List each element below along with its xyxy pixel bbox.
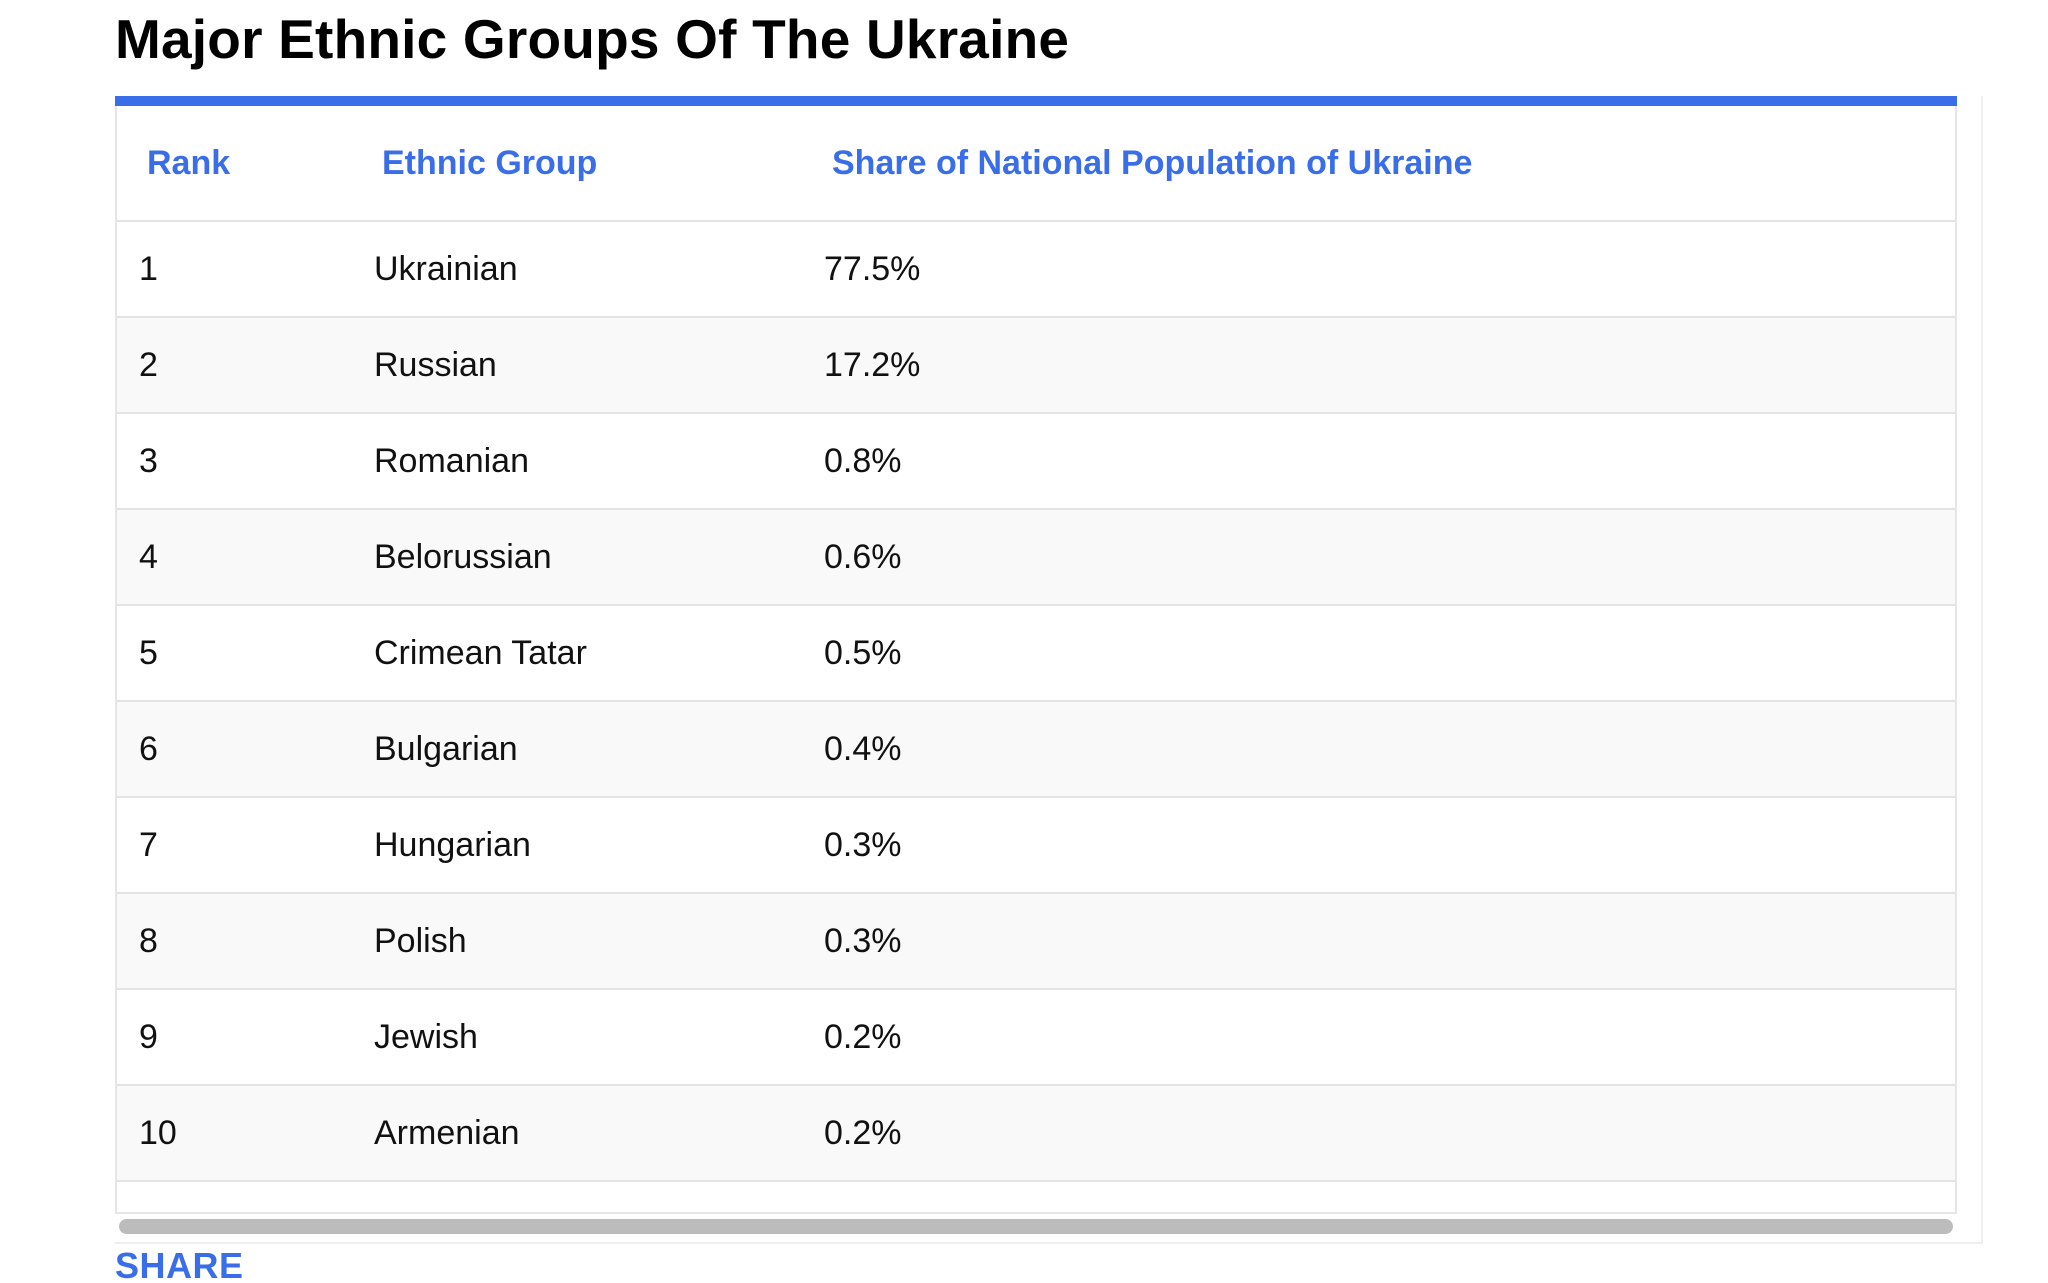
table-accent-bar	[115, 96, 1957, 106]
cell-ethnic-group: Romanian	[352, 413, 802, 510]
cell-share: 0.3%	[802, 797, 1955, 894]
cell-ethnic-group: Russian	[352, 317, 802, 414]
cell-share: 0.3%	[802, 893, 1955, 990]
share-link[interactable]: SHARE	[115, 1245, 244, 1283]
cell-rank: 6	[117, 701, 352, 798]
cell-ethnic-group: Hungarian	[352, 797, 802, 894]
cell-rank: 10	[117, 1085, 352, 1182]
table-row: 1 Ukrainian 77.5%	[117, 221, 1955, 318]
cell-rank: 9	[117, 989, 352, 1086]
cell-ethnic-group: Bulgarian	[352, 701, 802, 798]
horizontal-scrollbar[interactable]	[115, 1214, 1957, 1242]
table-row: 4 Belorussian 0.6%	[117, 509, 1955, 606]
table-header: Rank Ethnic Group Share of National Popu…	[117, 106, 1955, 222]
cell-ethnic-group: Ukrainian	[352, 221, 802, 318]
table-row: 3 Romanian 0.8%	[117, 413, 1955, 510]
table-body: 1 Ukrainian 77.5% 2 Russian 17.2% 3 Roma…	[117, 221, 1955, 1182]
table-row: 2 Russian 17.2%	[117, 317, 1955, 414]
cell-rank: 2	[117, 317, 352, 414]
cell-ethnic-group: Jewish	[352, 989, 802, 1086]
table-row: 10 Armenian 0.2%	[117, 1085, 1955, 1182]
table-row: 8 Polish 0.3%	[117, 893, 1955, 990]
cell-ethnic-group: Crimean Tatar	[352, 605, 802, 702]
cell-ethnic-group: Polish	[352, 893, 802, 990]
table-row: 6 Bulgarian 0.4%	[117, 701, 1955, 798]
cell-share: 0.2%	[802, 1085, 1955, 1182]
table-row: 5 Crimean Tatar 0.5%	[117, 605, 1955, 702]
table-card: Rank Ethnic Group Share of National Popu…	[115, 96, 1983, 1244]
header-share[interactable]: Share of National Population of Ukraine	[802, 106, 1955, 222]
cell-rank: 4	[117, 509, 352, 606]
table-container: Rank Ethnic Group Share of National Popu…	[115, 106, 1957, 1214]
header-rank[interactable]: Rank	[117, 106, 352, 222]
scrollbar-thumb[interactable]	[119, 1219, 1953, 1234]
header-ethnic-group[interactable]: Ethnic Group	[352, 106, 802, 222]
cell-rank: 8	[117, 893, 352, 990]
cell-rank: 7	[117, 797, 352, 894]
cell-share: 77.5%	[802, 221, 1955, 318]
cell-share: 0.2%	[802, 989, 1955, 1086]
ethnic-groups-table: Rank Ethnic Group Share of National Popu…	[117, 106, 1955, 1182]
cell-share: 0.6%	[802, 509, 1955, 606]
cell-ethnic-group: Armenian	[352, 1085, 802, 1182]
page-title: Major Ethnic Groups Of The Ukraine	[115, 8, 1070, 70]
header-row: Rank Ethnic Group Share of National Popu…	[117, 106, 1955, 222]
cell-share: 0.8%	[802, 413, 1955, 510]
cell-rank: 3	[117, 413, 352, 510]
cell-ethnic-group: Belorussian	[352, 509, 802, 606]
cell-share: 17.2%	[802, 317, 1955, 414]
cell-rank: 5	[117, 605, 352, 702]
table-row: 7 Hungarian 0.3%	[117, 797, 1955, 894]
cell-share: 0.5%	[802, 605, 1955, 702]
table-row: 9 Jewish 0.2%	[117, 989, 1955, 1086]
cell-rank: 1	[117, 221, 352, 318]
cell-share: 0.4%	[802, 701, 1955, 798]
